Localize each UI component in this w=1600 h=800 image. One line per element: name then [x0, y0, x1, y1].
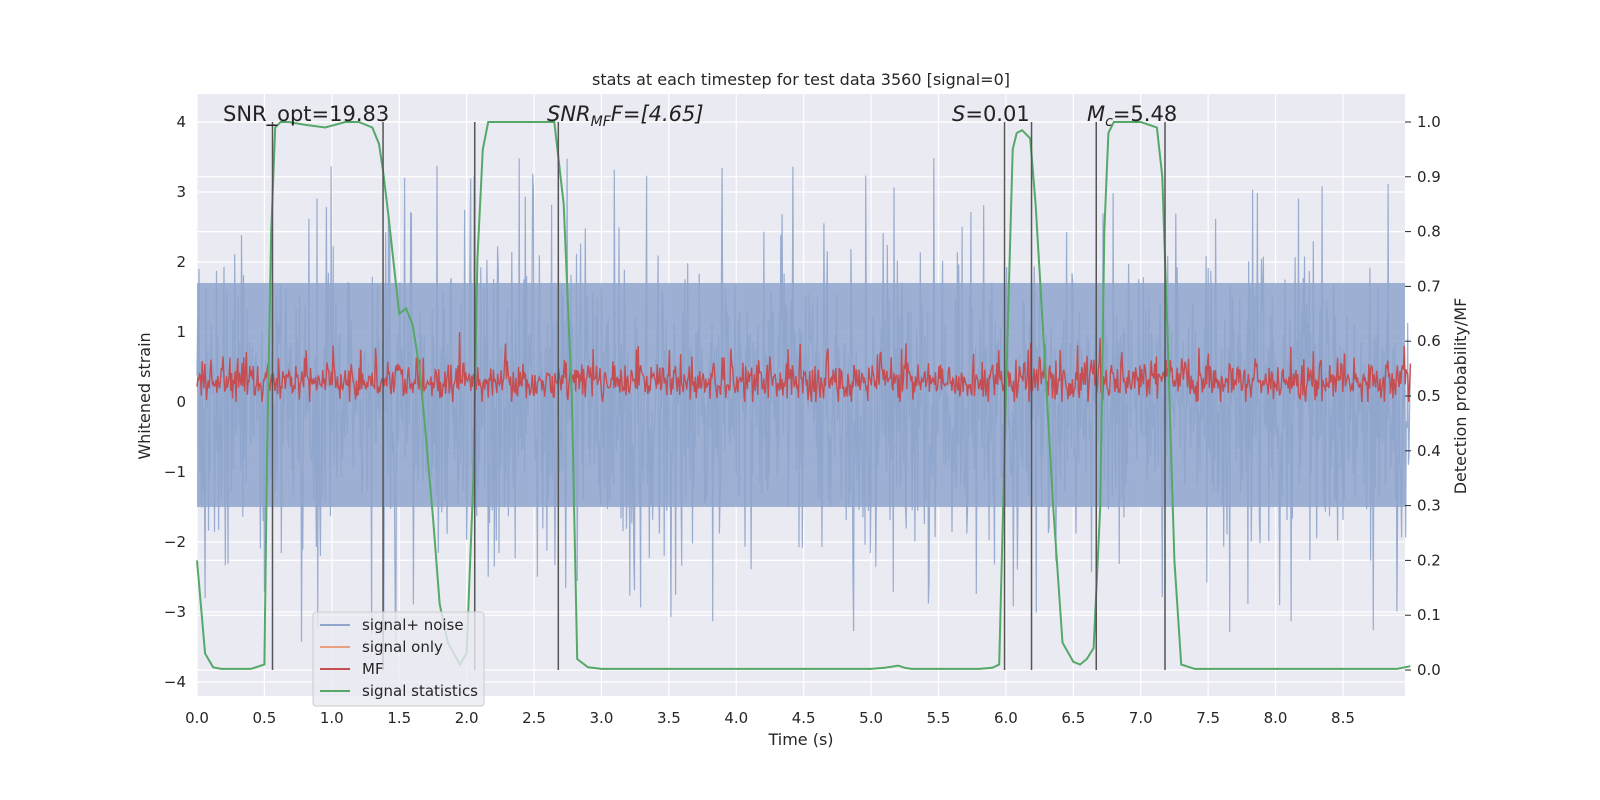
x-tick-label: 6.5 [1061, 709, 1085, 727]
legend-label-noise: signal+ noise [362, 616, 464, 634]
annotation-s-rest: =0.01 [965, 102, 1029, 126]
legend: signal+ noise signal only MF signal stat… [312, 611, 485, 707]
y-tick-label-right: 0.9 [1417, 168, 1441, 186]
legend-label-mf: MF [362, 660, 384, 678]
x-tick-label: 3.5 [657, 709, 681, 727]
x-tick-label: 8.0 [1264, 709, 1288, 727]
x-tick-label: 7.5 [1196, 709, 1220, 727]
x-tick-label: 4.5 [792, 709, 816, 727]
y-axis-label-right: Detection probability/MF [1451, 298, 1470, 495]
legend-label-statistics: signal statistics [362, 682, 478, 700]
y-ticks-right: 0.0 0.1 0.2 0.3 0.4 0.5 0.6 0.7 0.8 0.9 1.0 [1405, 113, 1441, 679]
y-tick-label-right: 1.0 [1417, 113, 1441, 131]
y-ticks: −4 −3 −2 −1 0 1 2 3 4 [164, 113, 186, 691]
y-tick-label-right: 0.7 [1417, 277, 1441, 295]
statistics-series [196, 121, 1411, 670]
annotation-snr-opt: SNR_opt=19.83 [223, 102, 389, 127]
noise-line [196, 158, 1411, 642]
y-tick-label: −2 [164, 533, 186, 551]
mf-series [196, 331, 1412, 403]
annotation-snr-mf-sub: MF [591, 114, 612, 130]
chart-title: stats at each timestep for test data 356… [592, 70, 1010, 89]
annotation-snr-mf-rest: F=[4.65] [611, 102, 704, 126]
y-tick-label-right: 0.2 [1417, 551, 1441, 569]
annotation-mc-rest: =5.48 [1113, 102, 1177, 126]
x-tick-label: 2.0 [455, 709, 479, 727]
x-tick-label: 3.0 [590, 709, 614, 727]
annotation-mc: Mc=5.48 [1087, 102, 1177, 130]
y-tick-label: −3 [164, 603, 186, 621]
y-tick-label-right: 0.1 [1417, 606, 1441, 624]
x-ticks: 0.0 0.5 1.0 1.5 2.0 2.5 3.0 3.5 4.0 4.5 5.0 5.5 6.0 6… [185, 709, 1355, 727]
y-tick-label-right: 0.8 [1417, 223, 1441, 241]
x-tick-label: 8.5 [1331, 709, 1355, 727]
y-tick-label: 3 [176, 183, 186, 201]
y-tick-label-right: 0.4 [1417, 442, 1441, 460]
y-tick-label-right: 0.0 [1417, 661, 1441, 679]
y-tick-label: 2 [176, 253, 186, 271]
y-tick-label: 1 [176, 323, 186, 341]
x-axis-label: Time (s) [767, 730, 833, 749]
legend-box [312, 611, 485, 707]
y-axis-label: Whitened strain [135, 332, 154, 459]
annotation-s-prefix: S [952, 102, 965, 126]
mf-line [196, 331, 1412, 403]
x-tick-label: 1.0 [320, 709, 344, 727]
x-tick-label: 6.0 [994, 709, 1018, 727]
x-tick-label: 1.5 [387, 709, 411, 727]
annotation-snr-mf-prefix: SNR [547, 102, 591, 126]
y-tick-label-right: 0.3 [1417, 497, 1441, 515]
x-tick-label: 2.5 [522, 709, 546, 727]
vertical-markers [271, 122, 1166, 670]
annotation-mc-sub: c [1105, 114, 1113, 130]
legend-label-signal-only: signal only [362, 638, 443, 656]
y-tick-label: 4 [176, 113, 186, 131]
x-tick-label: 0.0 [185, 709, 209, 727]
statistics-line [196, 121, 1411, 670]
x-tick-label: 5.5 [927, 709, 951, 727]
x-tick-label: 0.5 [252, 709, 276, 727]
y-tick-label: −1 [164, 463, 186, 481]
x-tick-label: 7.0 [1129, 709, 1153, 727]
annotation-snr-mf: SNRMFF=[4.65] [547, 102, 704, 130]
x-tick-label: 5.0 [859, 709, 883, 727]
y-tick-label: −4 [164, 673, 186, 691]
annotation-s: S=0.01 [952, 102, 1030, 126]
y-tick-label-right: 0.6 [1417, 332, 1441, 350]
noise-series [196, 158, 1411, 642]
annotation-mc-prefix: M [1087, 102, 1105, 126]
x-tick-label: 4.0 [724, 709, 748, 727]
y-tick-label: 0 [176, 393, 186, 411]
y-tick-label-right: 0.5 [1417, 387, 1441, 405]
